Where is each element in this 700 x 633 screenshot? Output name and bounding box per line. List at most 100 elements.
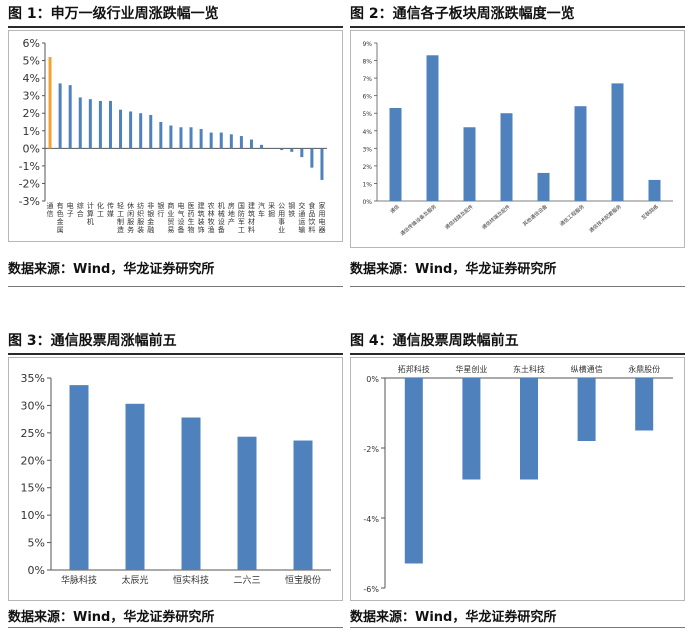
panel-4-title: 图 4：通信股票周跌幅前五: [350, 333, 519, 349]
chart-2-bar: [389, 107, 402, 201]
chart-1-category-label: 公用事业: [278, 202, 285, 234]
chart-4-bar: [520, 378, 538, 480]
panel-4-source-rule: [350, 627, 685, 628]
chart-1-bar: [209, 132, 213, 149]
chart-1-bar: [199, 129, 203, 149]
chart-2-y-tick-label: 2%: [362, 164, 372, 171]
chart-3-frame: 0% 5% 10% 15% 20% 25% 30% 35% 华脉科技 太辰光 恒实科技 二六三 恒宝股份: [8, 357, 343, 601]
chart-1-category-label: 采掘: [268, 201, 275, 218]
chart-2-bar: [537, 172, 550, 201]
chart-1-category-label: 商业贸易: [167, 201, 174, 234]
chart-1-y-tick-label: 0%: [23, 142, 40, 155]
chart-1-bar: [78, 97, 82, 149]
chart-2-category-label: 通信: [389, 203, 401, 215]
panel-2-title-rule: [350, 26, 685, 28]
chart-2-bar: [611, 83, 624, 201]
chart-3-bar: [237, 436, 257, 570]
chart-1-bar: [280, 148, 284, 151]
chart-1-category-label: 国防军工: [238, 202, 245, 234]
chart-1-category-label: 综合: [77, 201, 84, 218]
chart-1-bar: [239, 136, 243, 149]
panel-3-title: 图 3：通信股票周涨幅前五: [8, 333, 177, 349]
chart-1-bar: [179, 127, 183, 149]
panel-1-title-rule: [8, 26, 343, 28]
chart-3-y-tick-label: 20%: [21, 454, 45, 467]
chart-1-category-label: 电子: [67, 201, 74, 218]
chart-1-bar: [68, 85, 72, 149]
chart-2-bar: [500, 113, 513, 201]
chart-1-y-tick-label: 1%: [23, 125, 40, 138]
chart-2-category-label: 通信技术配套服务: [588, 203, 623, 234]
chart-2-y-tick-label: 6%: [362, 94, 372, 101]
chart-4-y-tick-label: -4%: [363, 515, 379, 524]
chart-1-bar: [48, 57, 52, 149]
chart-1-bar: [119, 109, 123, 149]
chart-1-y-tick-label: 3%: [23, 90, 40, 103]
chart-3-y-tick-label: 0%: [28, 564, 45, 577]
chart-1-bar: [58, 83, 62, 149]
chart-1-category-label: 休闲服务: [127, 201, 134, 234]
chart-3-category-label: 太辰光: [121, 574, 148, 586]
chart-1-category-label: 非银金融: [147, 201, 154, 234]
chart-2-y-tick-label: 1%: [362, 181, 372, 188]
chart-4-category-label: 华星创业: [455, 364, 487, 374]
chart-4-svg: 0% -2% -4% -6% 拓邦科技 华星创业 东土科技 纵横通信 永鼎股份: [363, 364, 673, 594]
chart-1-category-label: 电气设备: [177, 201, 184, 234]
panel-1-source: 数据来源：Wind，华龙证券研究所: [8, 262, 215, 277]
chart-2-category-label: 通信终端及配件: [480, 203, 511, 231]
chart-1-category-label: 汽车: [258, 201, 265, 218]
chart-1-bar: [270, 148, 274, 149]
chart-2-category-label: 互联网络: [640, 203, 660, 221]
panel-3-title-rule: [8, 353, 343, 355]
panel-2-source: 数据来源：Wind，华龙证券研究所: [350, 262, 557, 277]
chart-3-bar: [69, 385, 89, 570]
chart-3-bar: [181, 417, 201, 570]
chart-1-category-label: 有色金属: [57, 201, 64, 234]
chart-2-y-tick-label: 3%: [362, 146, 372, 153]
chart-1-category-label: 轻工制造: [117, 201, 124, 234]
chart-3-category-label: 恒宝股份: [285, 574, 321, 586]
chart-1-svg: -3% -2% -1% 0% 1% 2% 3% 4% 5% 6% 通信有色金属电子综合计算机化工传媒…: [19, 37, 327, 234]
chart-1-bar: [88, 99, 92, 149]
chart-3-y-tick-label: 25%: [21, 427, 45, 440]
chart-4-y-tick-label: -2%: [363, 445, 379, 454]
chart-1-bar: [219, 132, 223, 149]
chart-3-y-tick-label: 5%: [28, 537, 45, 550]
chart-4-category-label: 东土科技: [513, 364, 545, 374]
chart-1-y-tick-label: 2%: [23, 107, 40, 120]
chart-1-y-tick-label: -3%: [19, 195, 40, 208]
chart-1-bar: [169, 125, 173, 149]
chart-1-category-label: 纺织服装: [137, 201, 144, 234]
chart-3-category-label: 恒实科技: [173, 574, 209, 586]
chart-1-category-label: 建筑装饰: [198, 201, 205, 234]
chart-1-y-tick-label: 5%: [23, 55, 40, 68]
chart-4-category-label: 纵横通信: [571, 364, 603, 374]
chart-1-bar: [139, 113, 143, 149]
chart-2-frame: 0% 1% 2% 3% 4% 5% 6% 7% 8% 9% 通信 通信传输设备及服务 通信线路及配件 通信…: [350, 30, 685, 248]
chart-1-category-label: 交通运输: [298, 201, 305, 234]
chart-2-y-tick-label: 9%: [362, 41, 372, 48]
chart-2-category-label: 通信传输设备及服务: [399, 203, 438, 237]
chart-2-y-tick-label: 7%: [362, 76, 372, 83]
chart-1-frame: -3% -2% -1% 0% 1% 2% 3% 4% 5% 6% 通信 有色金属 电子 综合 计算机 化工 传媒…: [8, 30, 343, 242]
panel-4-source: 数据来源：Wind，华龙证券研究所: [350, 610, 557, 625]
panel-3-source: 数据来源：Wind，华龙证券研究所: [8, 610, 215, 625]
chart-1-category-label: 建筑材料: [248, 201, 255, 234]
chart-1-y-tick-label: -2%: [19, 177, 40, 190]
chart-1-bar: [98, 100, 102, 149]
chart-1-bar: [290, 148, 294, 152]
chart-2-category-label: 其他通信设备: [521, 203, 548, 228]
chart-1-category-label: 家用电器: [318, 201, 325, 234]
chart-4-bar: [577, 378, 596, 441]
chart-3-bar: [293, 440, 313, 570]
chart-2-y-tick-label: 4%: [362, 129, 372, 136]
chart-1-bar: [320, 148, 324, 180]
chart-1-bar: [149, 114, 153, 149]
chart-4-category-label: 拓邦科技: [398, 364, 430, 374]
chart-3-category-label: 华脉科技: [61, 574, 97, 586]
chart-1-bar: [189, 127, 193, 149]
chart-2-category-label: 通信工程服务: [558, 203, 585, 228]
chart-1-y-tick-label: 4%: [23, 72, 40, 85]
chart-1-category-label: 计算机: [87, 201, 94, 226]
chart-1-bar: [310, 148, 314, 168]
